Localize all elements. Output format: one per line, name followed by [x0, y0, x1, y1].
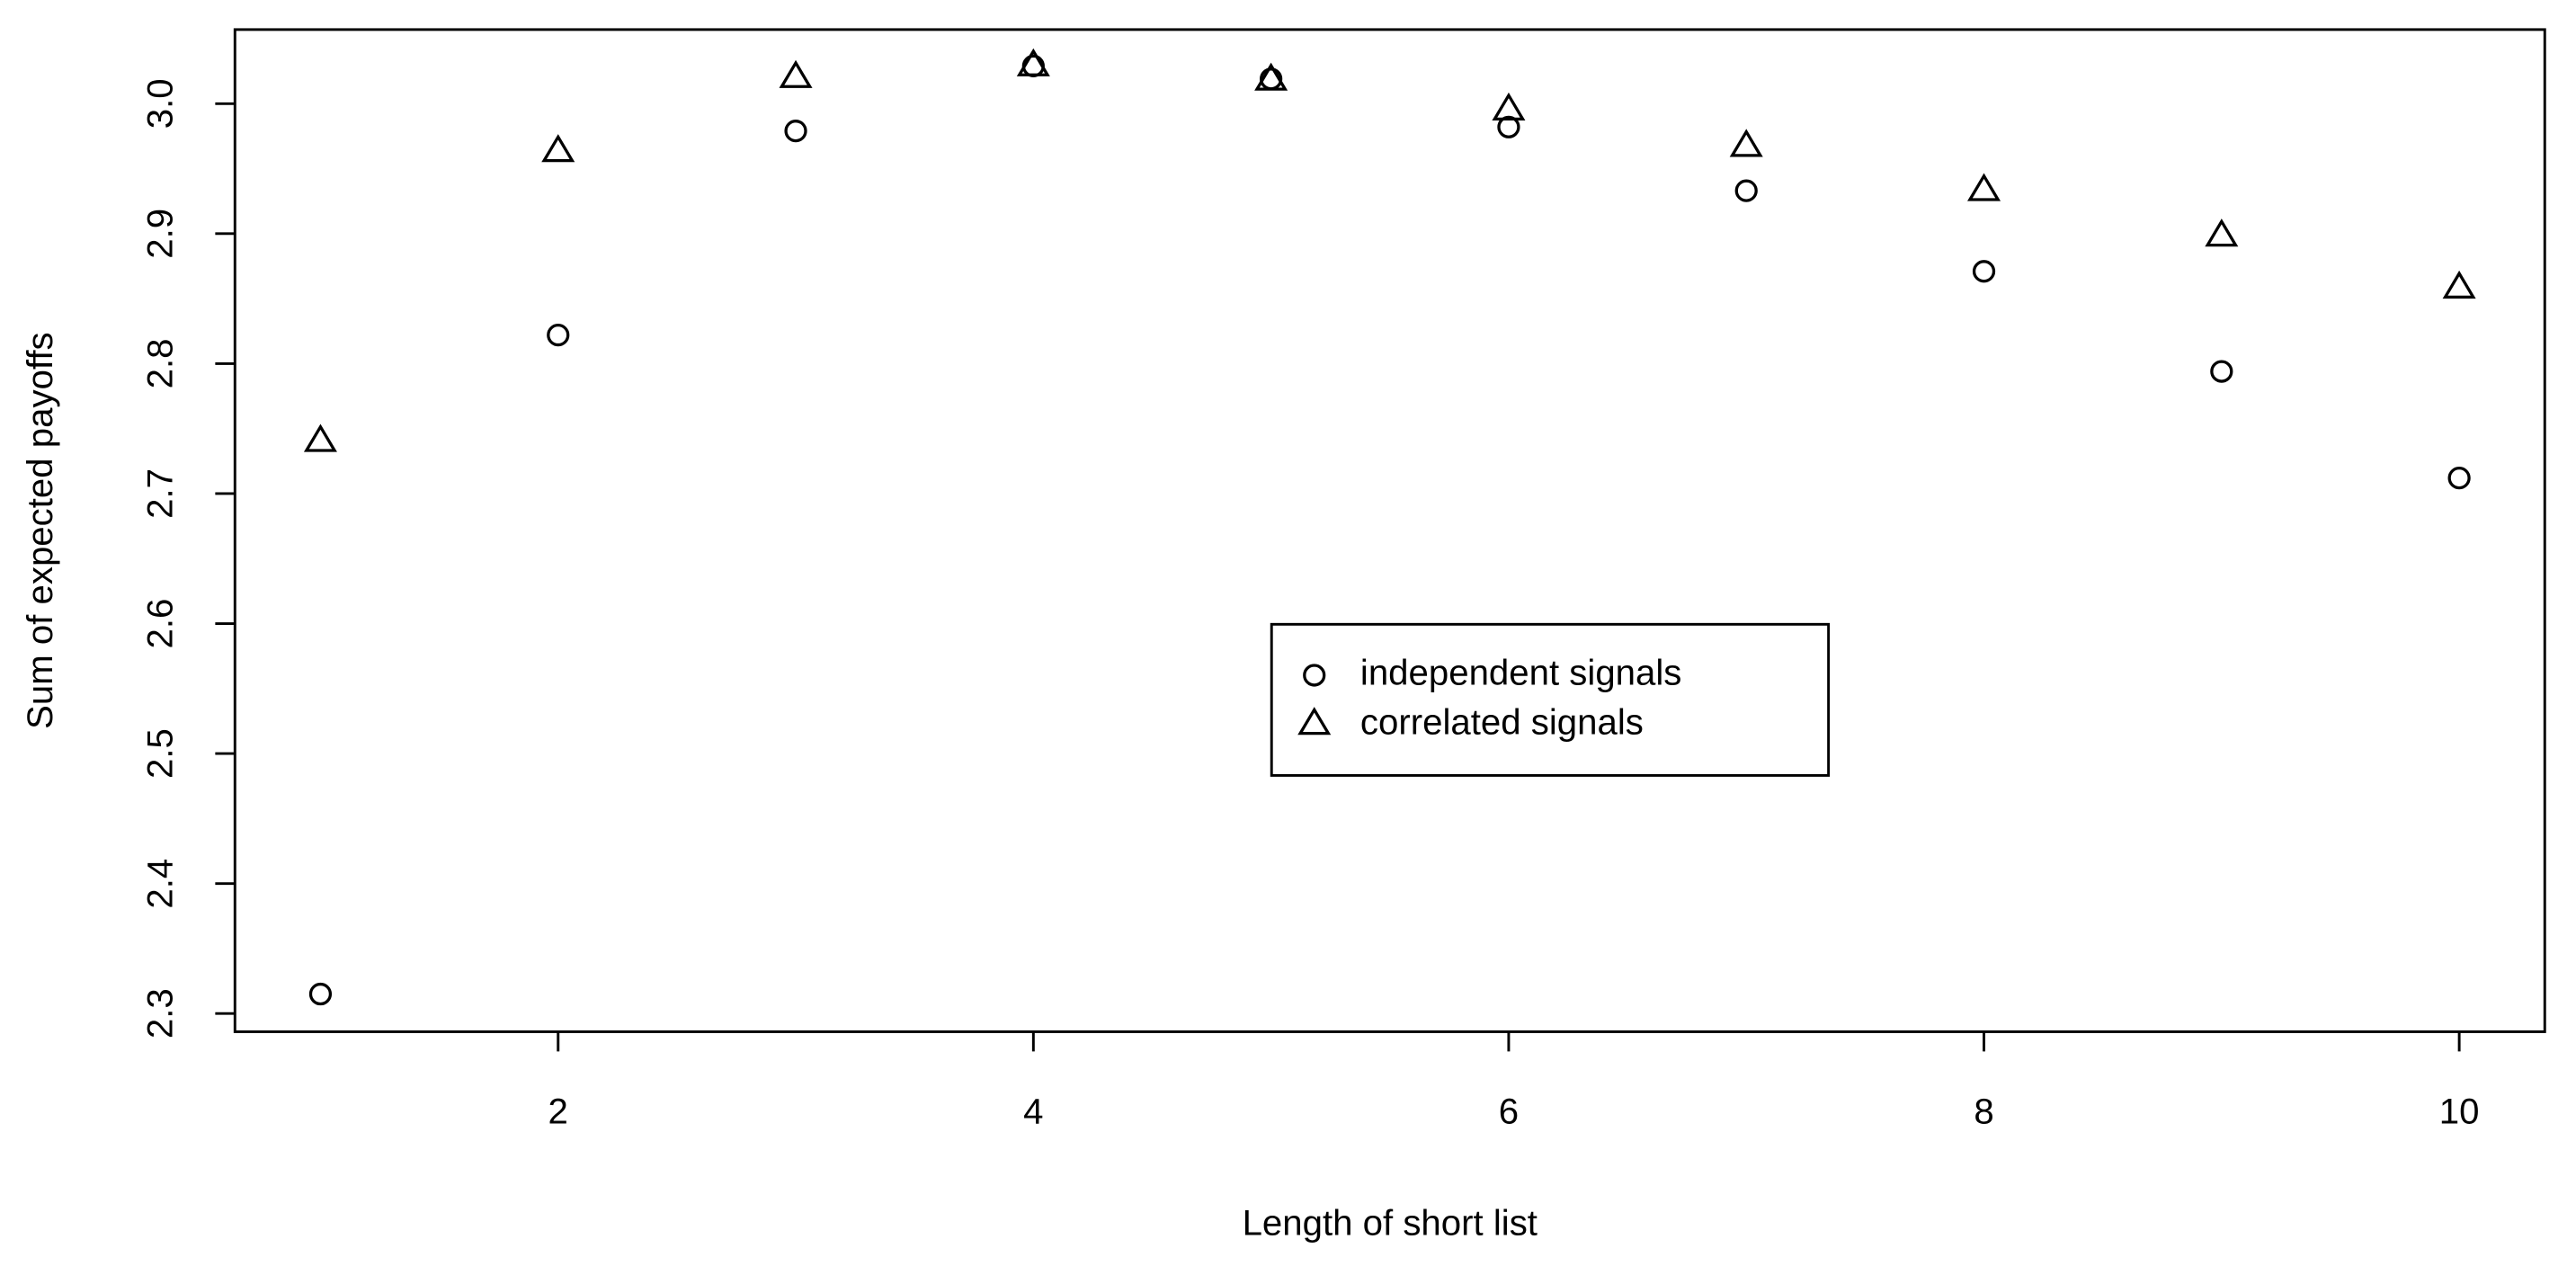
- legend-symbol: [1303, 664, 1326, 687]
- legend-symbol: [1297, 707, 1332, 736]
- circle-point: [1734, 179, 1758, 202]
- x-tick-label: 8: [1974, 1091, 1993, 1131]
- circle-point: [784, 120, 807, 143]
- y-axis-label: Sum of expected payoffs: [20, 332, 60, 729]
- y-tick-label: 2.9: [140, 209, 181, 259]
- triangle-point: [1729, 129, 1763, 157]
- y-tick-label: 2.6: [140, 599, 181, 649]
- circle-point: [2210, 360, 2233, 383]
- circle-point: [547, 323, 570, 347]
- triangle-point: [2205, 218, 2239, 247]
- x-tick-label: 10: [2439, 1091, 2480, 1131]
- triangle-point: [1967, 173, 2001, 201]
- x-tick-label: 6: [1499, 1091, 1519, 1131]
- circle-point: [1021, 54, 1045, 77]
- triangle-point: [2442, 270, 2476, 299]
- y-tick-label: 2.4: [140, 859, 181, 909]
- triangle-point: [303, 423, 337, 452]
- triangle-point: [1492, 92, 1526, 121]
- legend-label: correlated signals: [1360, 701, 1644, 742]
- y-tick-label: 3.0: [140, 78, 181, 129]
- circle-point: [1972, 260, 1996, 283]
- triangle-point: [541, 134, 575, 163]
- circle-point: [2447, 467, 2471, 490]
- plot-frame: [233, 28, 2546, 1033]
- y-tick-label: 2.3: [140, 988, 181, 1039]
- legend-label: independent signals: [1360, 653, 1682, 693]
- circle-point: [1497, 115, 1520, 138]
- triangle-point: [1254, 62, 1288, 91]
- y-tick-label: 2.7: [140, 468, 181, 519]
- x-axis-label: Length of short list: [1243, 1203, 1538, 1244]
- y-tick-label: 2.5: [140, 728, 181, 779]
- legend-box: [1270, 622, 1831, 777]
- y-tick-label: 2.8: [140, 338, 181, 388]
- triangle-point: [779, 59, 813, 88]
- x-tick-label: 4: [1023, 1091, 1043, 1131]
- circle-point: [308, 982, 333, 1006]
- x-tick-label: 2: [548, 1091, 568, 1131]
- triangle-point: [1016, 48, 1050, 76]
